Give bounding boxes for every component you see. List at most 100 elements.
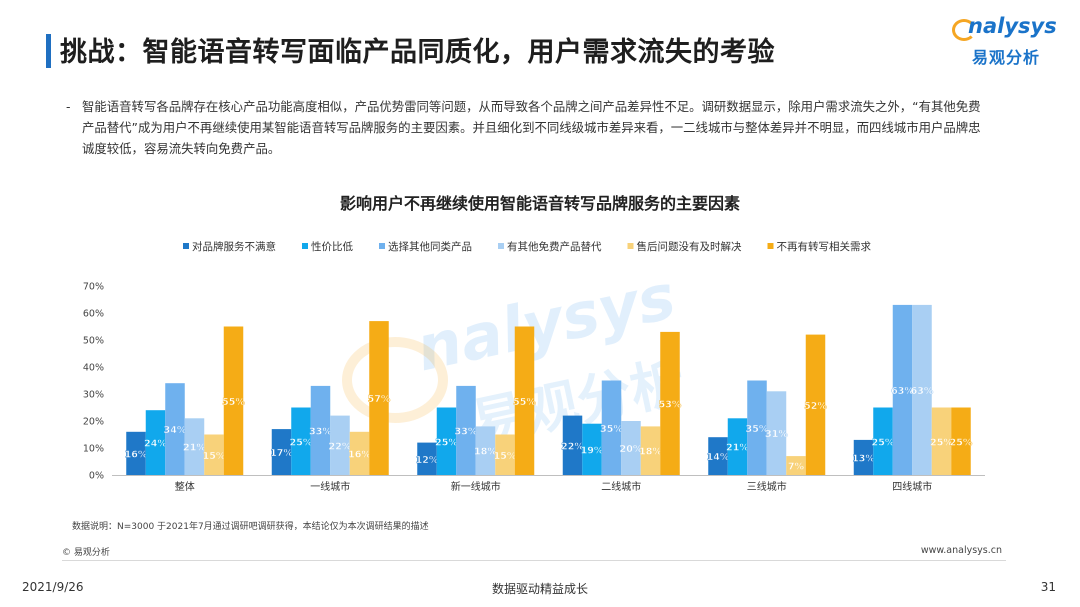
data-label: 15% — [203, 451, 226, 462]
bar — [456, 385, 476, 475]
bar — [766, 391, 787, 475]
legend-label: 对品牌服务不满意 — [192, 240, 276, 253]
legend-swatch — [302, 243, 308, 249]
legend-swatch — [627, 243, 634, 249]
data-label: 18% — [474, 447, 497, 458]
analysys-logo: nalysys 易观分析 — [950, 14, 1060, 74]
data-label: 12% — [416, 455, 439, 466]
x-tick-label: 四线城市 — [892, 480, 932, 493]
legend-label: 有其他免费产品替代 — [507, 240, 602, 253]
data-label: 35% — [600, 424, 623, 435]
data-label: 25% — [290, 437, 313, 448]
bar — [495, 434, 515, 475]
bar — [747, 380, 767, 475]
bar — [562, 415, 583, 475]
page-number: 31 — [1040, 580, 1056, 594]
logo-wordmark: nalysys — [968, 14, 1057, 38]
website-link[interactable]: www.analysys.cn — [920, 545, 1002, 556]
data-label: 21% — [726, 443, 749, 454]
y-axis: 0% 10% 20% 30% 40% 50% 60% 70% — [83, 282, 104, 482]
bullet-dash: - — [66, 99, 71, 114]
bar — [931, 407, 952, 475]
legend-label: 选择其他同类产品 — [388, 240, 472, 253]
legend-label: 售后问题没有及时解决 — [637, 240, 742, 253]
bar — [349, 431, 370, 475]
bar — [291, 407, 311, 475]
bar-chart: 对品牌服务不满意 性价比低 选择其他同类产品 有其他免费产品替代 售后问题没有及时解决 不… — [83, 240, 985, 493]
bar — [660, 331, 680, 475]
data-label: 25% — [950, 437, 973, 448]
data-label: 63% — [891, 386, 914, 397]
bar-area: 16%24%34%21%15%55%17%25%33%22%16%57%12%2… — [124, 304, 973, 475]
legend-label: 不再有转写相关需求 — [777, 240, 872, 253]
x-axis: 整体 一线城市 新一线城市 二线城市 三线城市 四线城市 — [112, 475, 985, 493]
description-text: 智能语音转写各品牌存在核心产品功能高度相似，产品优势雷同等问题，从而导致各个品牌… — [82, 99, 981, 156]
x-tick-label: 新一线城市 — [451, 480, 501, 493]
data-label: 20% — [620, 444, 643, 455]
data-label: 33% — [455, 426, 478, 437]
bar — [640, 426, 661, 475]
bar — [601, 380, 622, 475]
data-label: 57% — [368, 394, 391, 405]
bar — [727, 418, 748, 475]
bar — [514, 326, 535, 475]
bar — [369, 321, 389, 475]
bar — [165, 383, 185, 475]
data-label: 22% — [561, 441, 584, 452]
data-label: 53% — [659, 399, 682, 410]
page-title: 挑战：智能语音转写面临产品同质化，用户需求流失的考验 — [60, 37, 775, 68]
legend-label: 性价比低 — [311, 240, 353, 253]
x-tick-label: 二线城市 — [601, 480, 641, 493]
data-label: 63% — [911, 386, 934, 397]
footer-slogan: 数据驱动精益成长 — [491, 582, 588, 596]
bar — [708, 437, 728, 475]
y-tick-label: 10% — [83, 444, 104, 455]
logo-chinese: 易观分析 — [972, 48, 1041, 67]
bar — [621, 421, 641, 475]
data-note: 数据说明：N=3000 于2021年7月通过调研吧调研获得，本结论仅为本次调研结… — [72, 522, 429, 532]
bar — [223, 326, 244, 475]
data-label: 25% — [930, 437, 953, 448]
x-tick-label: 一线城市 — [310, 480, 350, 493]
data-label: 55% — [222, 397, 245, 408]
data-label: 25% — [435, 437, 458, 448]
data-label: 35% — [746, 424, 769, 435]
data-label: 15% — [494, 451, 517, 462]
watermark-ring — [342, 337, 448, 423]
legend-swatch — [767, 243, 774, 249]
title-accent-bar — [46, 34, 51, 68]
bar — [951, 407, 971, 475]
bar — [892, 304, 913, 475]
y-tick-label: 50% — [83, 336, 104, 347]
bar — [582, 423, 602, 475]
bar — [310, 385, 331, 475]
y-tick-label: 30% — [83, 390, 104, 401]
bar — [873, 407, 893, 475]
data-label: 19% — [581, 445, 604, 456]
bar — [786, 456, 806, 475]
data-label: 24% — [144, 439, 167, 450]
bar — [204, 434, 224, 475]
data-label: 16% — [125, 449, 148, 460]
x-tick-label: 三线城市 — [747, 480, 787, 493]
data-label: 18% — [639, 447, 662, 458]
y-tick-label: 0% — [89, 471, 104, 482]
bar — [126, 431, 146, 475]
data-label: 22% — [329, 441, 352, 452]
bar — [417, 442, 437, 475]
bar — [805, 334, 826, 475]
y-tick-label: 70% — [83, 282, 104, 293]
data-label: 16% — [348, 449, 371, 460]
data-label: 52% — [804, 401, 827, 412]
bar — [912, 304, 932, 475]
chart-title: 影响用户不再继续使用智能语音转写品牌服务的主要因素 — [339, 194, 740, 213]
data-label: 31% — [765, 429, 788, 440]
y-tick-label: 60% — [83, 309, 104, 320]
y-tick-label: 40% — [83, 363, 104, 374]
bar — [475, 426, 496, 475]
data-label: 14% — [707, 452, 730, 463]
data-label: 17% — [270, 448, 293, 459]
chart-legend: 对品牌服务不满意 性价比低 选择其他同类产品 有其他免费产品替代 售后问题没有及时解决 不… — [183, 240, 871, 253]
data-label: 33% — [309, 426, 332, 437]
footer-divider — [62, 560, 1006, 561]
